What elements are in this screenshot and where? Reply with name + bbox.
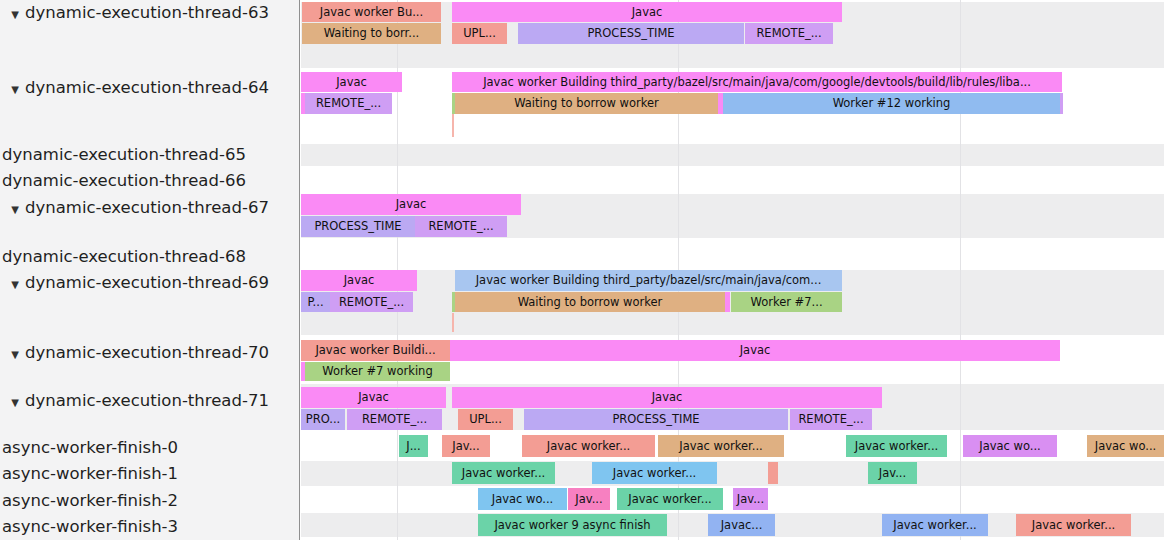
trace-event-bar[interactable]: Javac worker Building third_party/bazel/… xyxy=(455,270,842,291)
track-row-async-worker-finish-0[interactable]: async-worker-finish-0 xyxy=(0,438,302,458)
trace-event-bar[interactable]: Javac wo... xyxy=(963,435,1057,457)
trace-event-bar[interactable]: REMOTE_... xyxy=(305,93,392,114)
track-label: dynamic-execution-thread-67 xyxy=(25,198,269,217)
trace-event-bar[interactable]: Waiting to borr... xyxy=(302,23,441,44)
track-label: dynamic-execution-thread-64 xyxy=(25,78,269,97)
trace-event-bar[interactable]: REMOTE_... xyxy=(745,23,833,44)
trace-event-bar[interactable] xyxy=(1060,93,1063,114)
trace-event-bar[interactable]: REMOTE_... xyxy=(790,409,872,430)
trace-event-bar[interactable]: Javac worker 9 async finish xyxy=(478,514,667,536)
trace-event-bar[interactable]: Worker #7... xyxy=(731,292,842,312)
collapse-triangle-icon[interactable]: ▼ xyxy=(5,200,25,220)
trace-event-bar[interactable]: Javac worker... xyxy=(846,435,947,457)
row-band xyxy=(301,461,1164,486)
trace-event-bar[interactable]: REMOTE_... xyxy=(347,409,442,430)
trace-event-bar[interactable]: Jav... xyxy=(733,488,768,510)
track-row-dynamic-execution-thread-65[interactable]: dynamic-execution-thread-65 xyxy=(0,145,302,165)
track-row-dynamic-execution-thread-70[interactable]: ▼dynamic-execution-thread-70 xyxy=(0,343,300,363)
trace-event-bar[interactable]: Javac xyxy=(450,340,1060,361)
track-row-async-worker-finish-1[interactable]: async-worker-finish-1 xyxy=(0,464,302,484)
trace-event-bar[interactable]: Javac worker... xyxy=(592,462,717,484)
track-label: dynamic-execution-thread-66 xyxy=(2,171,246,190)
trace-event-bar[interactable]: Javac worker... xyxy=(452,462,555,484)
trace-event-bar[interactable]: PROCESS_TIME xyxy=(518,23,744,44)
trace-event-bar[interactable]: Javac xyxy=(301,194,521,215)
trace-event-bar[interactable]: Worker #7 working xyxy=(305,362,450,381)
collapse-triangle-icon[interactable]: ▼ xyxy=(5,80,25,100)
track-row-async-worker-finish-2[interactable]: async-worker-finish-2 xyxy=(0,491,302,511)
trace-event-bar[interactable]: Javac worker... xyxy=(522,435,655,457)
trace-event-bar[interactable]: Javac worker Buildi... xyxy=(301,340,450,361)
track-label-panel: ▼dynamic-execution-thread-63▼dynamic-exe… xyxy=(0,0,300,540)
row-band xyxy=(301,144,1164,166)
trace-event-bar[interactable]: Javac worker... xyxy=(1016,514,1131,536)
track-label: dynamic-execution-thread-70 xyxy=(25,343,269,362)
trace-event-bar[interactable]: Javac worker... xyxy=(617,488,723,510)
track-label: async-worker-finish-2 xyxy=(2,491,178,510)
track-label: dynamic-execution-thread-68 xyxy=(2,247,246,266)
track-row-dynamic-execution-thread-66[interactable]: dynamic-execution-thread-66 xyxy=(0,171,302,191)
collapse-triangle-icon[interactable]: ▼ xyxy=(5,5,25,25)
trace-event-bar[interactable]: Jav... xyxy=(568,488,610,510)
trace-event-bar[interactable]: Javac xyxy=(452,387,882,408)
trace-event-bar[interactable]: Javac xyxy=(301,72,402,92)
track-row-dynamic-execution-thread-69[interactable]: ▼dynamic-execution-thread-69 xyxy=(0,273,300,293)
track-label: async-worker-finish-3 xyxy=(2,517,178,536)
trace-event-bar[interactable]: Javac xyxy=(301,270,417,291)
trace-event-bar[interactable]: Javac... xyxy=(708,514,775,536)
trace-event-bar[interactable] xyxy=(725,292,730,312)
track-label: dynamic-execution-thread-71 xyxy=(25,391,269,410)
track-row-dynamic-execution-thread-64[interactable]: ▼dynamic-execution-thread-64 xyxy=(0,78,300,98)
track-row-dynamic-execution-thread-63[interactable]: ▼dynamic-execution-thread-63 xyxy=(0,3,300,23)
trace-event-bar[interactable]: Javac worker Bu... xyxy=(302,2,441,22)
trace-event-bar[interactable]: Javac worker... xyxy=(658,435,784,457)
trace-event-bar[interactable]: REMOTE_... xyxy=(415,216,507,237)
trace-event-bar[interactable]: Javac xyxy=(452,2,842,22)
trace-event-bar[interactable]: PRO... xyxy=(301,409,345,430)
track-row-dynamic-execution-thread-71[interactable]: ▼dynamic-execution-thread-71 xyxy=(0,391,300,411)
trace-event-bar[interactable]: Javac xyxy=(301,387,446,408)
trace-event-bar[interactable]: UPL... xyxy=(458,409,513,430)
trace-event-bar[interactable]: Javac wo... xyxy=(478,488,567,510)
track-label: dynamic-execution-thread-65 xyxy=(2,145,246,164)
trace-event-bar[interactable]: P... xyxy=(301,292,330,312)
trace-event-bar[interactable]: Jav... xyxy=(442,435,490,457)
trace-event-bar[interactable]: PROCESS_TIME xyxy=(524,409,788,430)
trace-event-bar[interactable]: J... xyxy=(399,435,428,457)
track-label: async-worker-finish-1 xyxy=(2,464,178,483)
counter-tick[interactable] xyxy=(452,313,454,332)
trace-event-bar[interactable]: Waiting to borrow worker xyxy=(455,93,718,114)
trace-event-bar[interactable] xyxy=(768,462,778,484)
track-row-async-worker-finish-3[interactable]: async-worker-finish-3 xyxy=(0,517,302,537)
trace-event-bar[interactable]: Javac worker Building third_party/bazel/… xyxy=(452,72,1062,92)
track-label: dynamic-execution-thread-69 xyxy=(25,273,269,292)
trace-event-bar[interactable]: Jav... xyxy=(868,462,917,484)
track-label: dynamic-execution-thread-63 xyxy=(25,3,269,22)
track-row-dynamic-execution-thread-67[interactable]: ▼dynamic-execution-thread-67 xyxy=(0,198,300,218)
trace-event-bar[interactable]: Javac worker... xyxy=(882,514,988,536)
trace-event-bar[interactable]: Worker #12 working xyxy=(723,93,1060,114)
track-label: async-worker-finish-0 xyxy=(2,438,178,457)
collapse-triangle-icon[interactable]: ▼ xyxy=(5,345,25,365)
trace-event-bar[interactable]: Waiting to borrow worker xyxy=(455,292,725,312)
counter-tick[interactable] xyxy=(452,114,454,137)
trace-event-bar[interactable]: UPL... xyxy=(452,23,507,44)
collapse-triangle-icon[interactable]: ▼ xyxy=(5,393,25,413)
trace-event-bar[interactable]: REMOTE_... xyxy=(330,292,413,312)
collapse-triangle-icon[interactable]: ▼ xyxy=(5,275,25,295)
trace-event-bar[interactable]: Javac wo... xyxy=(1087,435,1164,457)
trace-event-bar[interactable]: PROCESS_TIME xyxy=(301,216,415,237)
track-row-dynamic-execution-thread-68[interactable]: dynamic-execution-thread-68 xyxy=(0,247,302,267)
